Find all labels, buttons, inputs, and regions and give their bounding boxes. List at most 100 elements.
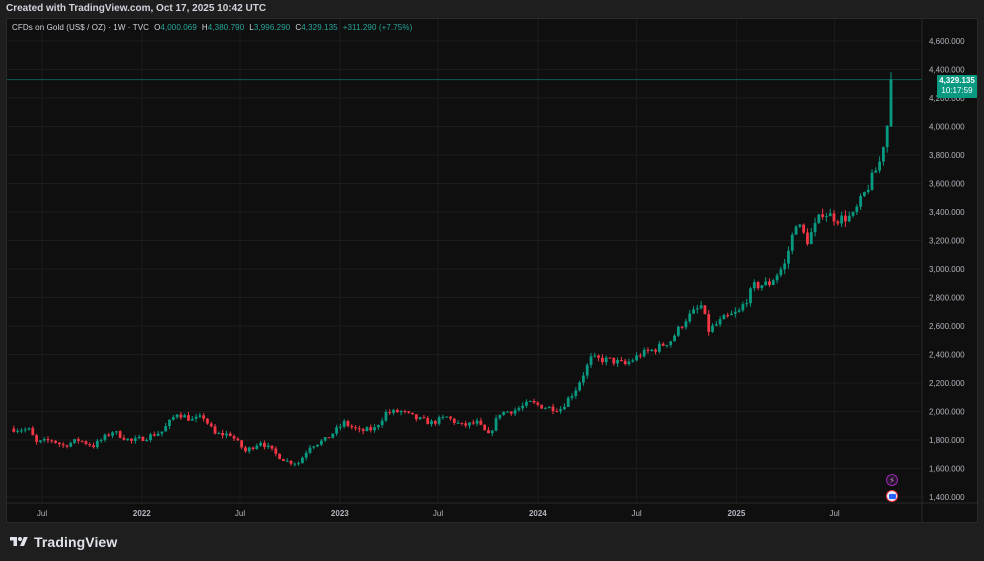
- candle-body: [551, 406, 555, 412]
- candle-body: [456, 422, 460, 424]
- candle-body: [232, 436, 236, 439]
- candle-body: [737, 310, 741, 312]
- candle-body: [103, 434, 107, 440]
- candle-body: [714, 324, 718, 326]
- candle-body: [187, 415, 190, 421]
- us-flag-icon[interactable]: [886, 490, 898, 502]
- candle-body: [821, 214, 825, 217]
- candle-body: [597, 355, 600, 358]
- candle-body: [369, 427, 373, 431]
- candle-body: [312, 446, 316, 448]
- candle-body: [217, 433, 221, 435]
- candle-body: [422, 417, 426, 419]
- open-label: O: [154, 23, 161, 32]
- candle-body: [619, 360, 623, 362]
- y-tick-label: 3,600.000: [929, 180, 965, 189]
- candle-body: [19, 430, 23, 432]
- candle-body: [669, 341, 673, 346]
- candle-body: [680, 326, 684, 328]
- candle-body: [342, 421, 346, 427]
- candle-body: [555, 411, 559, 413]
- candle-body: [460, 422, 464, 424]
- bar-countdown: 10:17:59: [941, 85, 973, 95]
- candle-body: [730, 313, 733, 316]
- candle-body: [851, 212, 855, 216]
- candle-body: [544, 408, 547, 410]
- candle-body: [357, 428, 361, 430]
- candle-body: [99, 439, 103, 441]
- candle-body: [806, 232, 809, 245]
- candle-body: [623, 360, 627, 365]
- candle-body: [319, 440, 323, 445]
- candle-body: [654, 349, 657, 352]
- candle-body: [589, 356, 593, 365]
- candle-body: [441, 416, 445, 418]
- candle-body: [407, 411, 411, 413]
- candle-body: [733, 311, 737, 314]
- y-tick-label: 2,600.000: [929, 322, 965, 331]
- candle-body: [688, 313, 692, 322]
- candle-body: [490, 430, 494, 434]
- candle-body: [600, 357, 604, 363]
- candle-body: [471, 422, 475, 424]
- ohlc-legend: CFDs on Gold (US$ / OZ) · 1W · TVC O4,000…: [12, 23, 417, 32]
- candle-body: [661, 343, 665, 346]
- candle-body: [373, 427, 376, 431]
- candle-body: [585, 364, 589, 376]
- candle-body: [266, 445, 270, 447]
- candle-body: [616, 360, 619, 364]
- candle-body: [293, 463, 297, 465]
- candle-body: [612, 357, 616, 364]
- candle-body: [274, 448, 278, 454]
- lightning-icon[interactable]: ⚡: [886, 474, 898, 486]
- candle-body: [38, 440, 42, 442]
- price-chart[interactable]: 1,400.000 1,600.000 1,800.000 2,000.000 2,20…: [7, 19, 977, 522]
- candle-body: [426, 418, 430, 425]
- symbol-label: CFDs on Gold (US$ / OZ) · 1W · TVC: [12, 23, 150, 32]
- candle-body: [878, 161, 882, 171]
- candle-body: [194, 416, 198, 419]
- candle-body: [699, 305, 703, 309]
- candlesticks: [12, 72, 893, 467]
- chart-area[interactable]: 1,400.000 1,600.000 1,800.000 2,000.000 2,20…: [6, 18, 978, 523]
- candle-body: [175, 414, 179, 418]
- candle-body: [73, 439, 76, 443]
- candle-body: [206, 418, 209, 424]
- candle-body: [832, 213, 836, 222]
- candle-body: [46, 439, 50, 441]
- x-tick-label: Jul: [829, 509, 839, 518]
- candle-body: [418, 417, 422, 420]
- y-tick-label: 4,600.000: [929, 37, 965, 46]
- candle-body: [308, 447, 312, 453]
- candle-body: [521, 405, 525, 409]
- candle-body: [228, 433, 232, 437]
- candle-body: [779, 269, 783, 276]
- candle-body: [673, 335, 676, 342]
- y-tick-label: 3,800.000: [929, 151, 965, 160]
- candle-body: [323, 437, 327, 441]
- candle-body: [126, 438, 130, 440]
- candle-body: [335, 427, 338, 434]
- candle-body: [665, 345, 669, 347]
- candle-body: [149, 434, 152, 440]
- y-tick-label: 2,800.000: [929, 294, 965, 303]
- candle-body: [76, 439, 80, 441]
- y-tick-label: 2,400.000: [929, 351, 965, 360]
- candle-body: [160, 431, 164, 434]
- candle-body: [578, 382, 582, 391]
- candle-body: [870, 172, 874, 190]
- candle-body: [84, 441, 88, 445]
- low-value: 3,996.290: [253, 23, 291, 32]
- candle-body: [65, 445, 69, 447]
- candle-body: [889, 79, 893, 127]
- candle-body: [213, 426, 217, 434]
- candle-body: [525, 401, 528, 406]
- candle-body: [882, 147, 885, 162]
- candle-body: [752, 282, 756, 289]
- candle-body: [361, 429, 365, 432]
- candle-body: [483, 424, 487, 431]
- candle-body: [244, 447, 247, 452]
- candle-body: [168, 419, 171, 427]
- candle-body: [711, 325, 714, 332]
- candle-body: [695, 308, 699, 310]
